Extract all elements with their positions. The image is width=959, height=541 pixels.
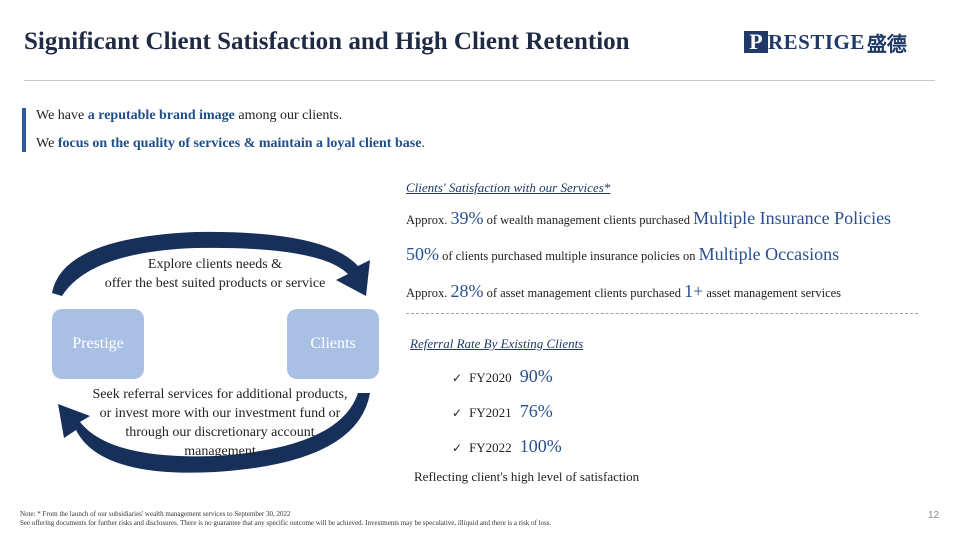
cycle-text-line: Seek referral services for additional pr… (92, 387, 348, 402)
stat-text: of wealth management clients purchased (483, 213, 694, 227)
intro-highlight: focus on the quality of services & maint… (57, 136, 422, 151)
check-icon: ✓ (452, 406, 463, 420)
stat-value: 39% (450, 208, 484, 228)
referral-item-fy2021: ✓ FY2021 76% (452, 401, 553, 422)
intro-text: We (36, 136, 58, 151)
cycle-text-line: or invest more with our investment fund … (99, 406, 341, 421)
intro-text: among our clients. (234, 108, 343, 123)
intro-text: We have (36, 108, 88, 123)
referral-value: 90% (519, 366, 553, 386)
stat-multiple-occasions: 50% of clients purchased multiple insura… (406, 244, 839, 265)
check-icon: ✓ (452, 441, 463, 455)
referral-heading: Referral Rate By Existing Clients (410, 336, 584, 351)
cycle-text-line: offer the best suited products or servic… (104, 276, 326, 291)
cycle-top-text: Explore clients needs & offer the best s… (80, 255, 350, 293)
satisfaction-heading: Clients' Satisfaction with our Services* (406, 180, 611, 195)
logo-chinese: 盛德 (866, 31, 907, 56)
stat-highlight: 1+ (684, 281, 704, 301)
stat-text: of clients purchased multiple insurance … (439, 249, 699, 263)
cycle-text-line: management (184, 444, 256, 459)
page-title: Significant Client Satisfaction and High… (24, 28, 630, 55)
footnote-line-2: See offering documents for further risks… (20, 519, 552, 527)
logo-letter: P (744, 31, 768, 53)
referral-footer: Reflecting client's high level of satisf… (414, 469, 640, 484)
page-number: 12 (928, 510, 940, 521)
section-divider (406, 313, 918, 314)
footnote-line-1: Note: * From the launch of our subsidiar… (20, 510, 291, 518)
intro-highlight: a reputable brand image (87, 108, 235, 123)
cycle-arrows (52, 231, 370, 473)
stat-asset-management: Approx. 28% of asset management clients … (406, 281, 841, 302)
cycle-text-line: Explore clients needs & (147, 257, 283, 272)
referral-value: 100% (519, 436, 562, 456)
top-arc-arrow (52, 231, 370, 296)
check-icon: ✓ (452, 371, 463, 385)
cycle-bottom-text: Seek referral services for additional pr… (60, 385, 380, 461)
stat-text: of asset management clients purchased (483, 286, 685, 300)
header-divider (24, 80, 935, 81)
stat-value: 50% (406, 244, 439, 264)
stat-text: Approx. (406, 213, 451, 227)
intro-line-1: We have a reputable brand image among ou… (36, 108, 342, 124)
intro-line-2: We focus on the quality of services & ma… (36, 136, 425, 152)
clients-box: Clients (287, 309, 379, 379)
intro-text: . (421, 136, 425, 151)
referral-value: 76% (519, 401, 553, 421)
referral-year: FY2020 (469, 370, 512, 385)
stat-value: 28% (450, 281, 484, 301)
stat-insurance-policies: Approx. 39% of wealth management clients… (406, 208, 891, 229)
referral-year: FY2021 (469, 405, 512, 420)
referral-year: FY2022 (469, 440, 512, 455)
referral-item-fy2020: ✓ FY2020 90% (452, 366, 553, 387)
stat-highlight: Multiple Insurance Policies (693, 208, 892, 228)
cycle-text-line: through our discretionary account (125, 425, 315, 440)
prestige-logo: P RESTIGE 盛德 (744, 29, 907, 56)
referral-item-fy2022: ✓ FY2022 100% (452, 436, 562, 457)
prestige-box: Prestige (52, 309, 144, 379)
stat-highlight: Multiple Occasions (698, 244, 840, 264)
stat-text: asset management services (703, 286, 842, 300)
logo-wordmark: RESTIGE (768, 29, 865, 54)
stat-text: Approx. (406, 286, 451, 300)
bottom-arc-arrow (58, 393, 370, 473)
intro-accent-bar (22, 108, 26, 152)
